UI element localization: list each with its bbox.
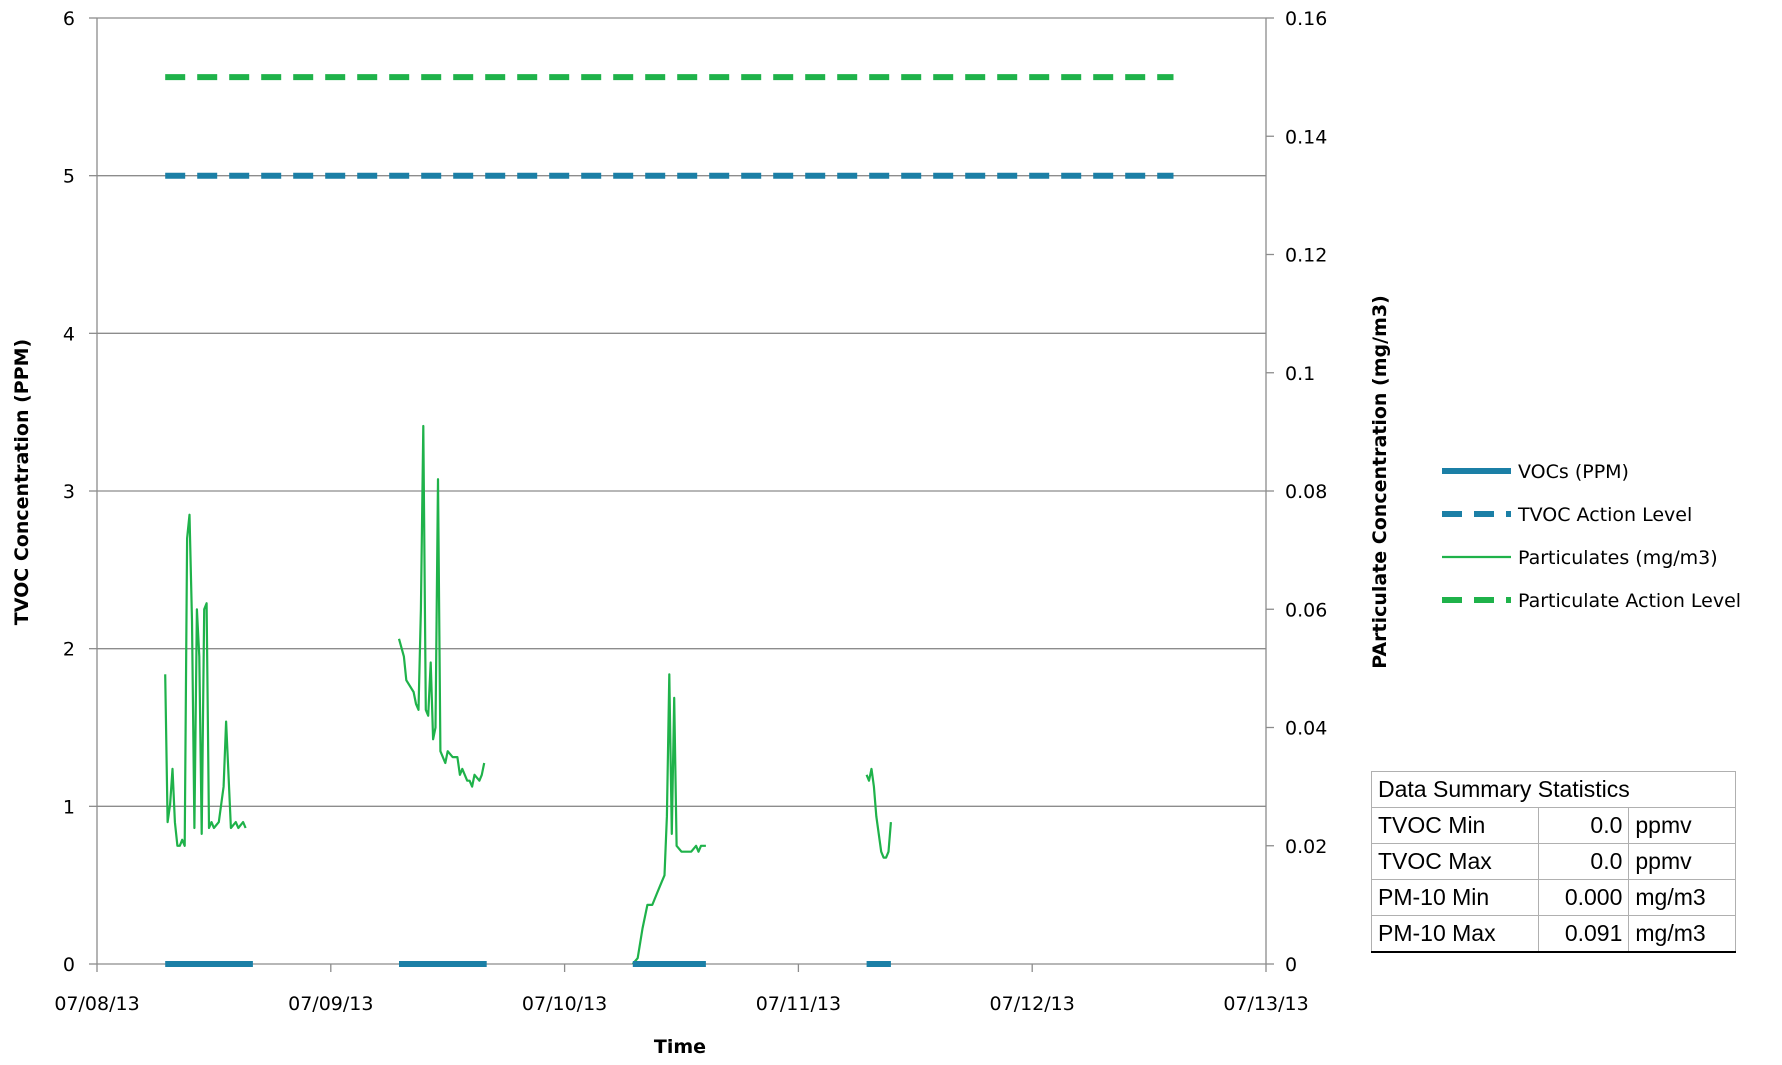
- series-line-particulates-mg-m3: [397, 424, 486, 788]
- y-right-tick-label: 0.12: [1285, 245, 1327, 267]
- y-left-tick-label: 1: [63, 796, 75, 818]
- y-left-tick-label: 6: [63, 8, 75, 30]
- y-right-tick-label: 0.1: [1285, 363, 1315, 385]
- axes: [89, 17, 1274, 972]
- x-tick-label: 07/11/13: [756, 993, 841, 1015]
- summary-header-row: Data Summary Statistics: [1371, 771, 1736, 808]
- y-right-tick-label: 0.08: [1285, 481, 1327, 503]
- summary-value: 0.091: [1538, 915, 1630, 953]
- y-left-tick-label: 3: [63, 481, 75, 503]
- x-tick-label: 07/08/13: [54, 993, 139, 1015]
- summary-row: TVOC Min 0.0 ppmv: [1370, 807, 1736, 844]
- legend: VOCs (PPM) TVOC Action Level Particulates …: [1442, 461, 1741, 612]
- legend-label-tvoc-action-level: TVOC Action Level: [1517, 504, 1692, 526]
- summary-label: TVOC Min: [1370, 807, 1540, 844]
- tick-labels: 0 1 2 3 4 5 6 0 0.02 0.04 0.06 0.08 0.1 0.12 0.14 0.16 0…: [54, 8, 1327, 1015]
- y-left-tick-label: 0: [63, 954, 75, 976]
- y-left-tick-label: 4: [63, 323, 75, 345]
- plot-series: [164, 74, 1174, 967]
- summary-row: PM-10 Max 0.091 mg/m3: [1370, 915, 1736, 953]
- legend-label-particulates-mg-m3: Particulates (mg/m3): [1518, 547, 1718, 569]
- gridlines: [97, 17, 1266, 807]
- summary-row: TVOC Max 0.0 ppmv: [1370, 843, 1736, 880]
- y-axis-left-title: TVOC Concentration (PPM): [11, 339, 33, 625]
- y-left-tick-label: 2: [63, 639, 75, 661]
- y-right-tick-label: 0.14: [1285, 126, 1327, 148]
- summary-unit: ppmv: [1628, 807, 1736, 844]
- x-axis-title: Time: [654, 1036, 706, 1058]
- y-right-tick-label: 0.02: [1285, 836, 1327, 858]
- y-right-tick-label: 0.16: [1285, 8, 1327, 30]
- summary-label: PM-10 Min: [1370, 879, 1540, 916]
- legend-label-vocs-ppm: VOCs (PPM): [1518, 461, 1629, 483]
- x-tick-label: 07/10/13: [522, 993, 607, 1015]
- y-right-tick-label: 0: [1285, 954, 1297, 976]
- series-line-particulates-mg-m3: [865, 767, 892, 859]
- summary-row: PM-10 Min 0.000 mg/m3: [1370, 879, 1736, 916]
- summary-label: PM-10 Max: [1370, 915, 1540, 953]
- summary-label: TVOC Max: [1370, 843, 1540, 880]
- x-tick-label: 07/09/13: [288, 993, 373, 1015]
- data-summary-table: Data Summary Statistics TVOC Min 0.0 ppm…: [1370, 771, 1736, 953]
- series-line-particulates-mg-m3: [631, 673, 706, 965]
- summary-unit: mg/m3: [1628, 915, 1736, 953]
- summary-unit: mg/m3: [1628, 879, 1736, 916]
- summary-value: 0.0: [1538, 807, 1630, 844]
- summary-value: 0.0: [1538, 843, 1630, 880]
- y-axis-right-title: PArticulate Concentration (mg/m3): [1369, 295, 1391, 669]
- y-right-tick-label: 0.04: [1285, 718, 1327, 740]
- legend-label-particulate-action-level: Particulate Action Level: [1518, 590, 1741, 612]
- x-tick-label: 07/12/13: [990, 993, 1075, 1015]
- series-line-particulates-mg-m3: [164, 513, 247, 847]
- summary-unit: ppmv: [1628, 843, 1736, 880]
- y-right-tick-label: 0.06: [1285, 599, 1327, 621]
- y-left-tick-label: 5: [63, 166, 75, 188]
- summary-title: Data Summary Statistics: [1371, 771, 1736, 808]
- x-tick-label: 07/13/13: [1223, 993, 1308, 1015]
- summary-value: 0.000: [1538, 879, 1630, 916]
